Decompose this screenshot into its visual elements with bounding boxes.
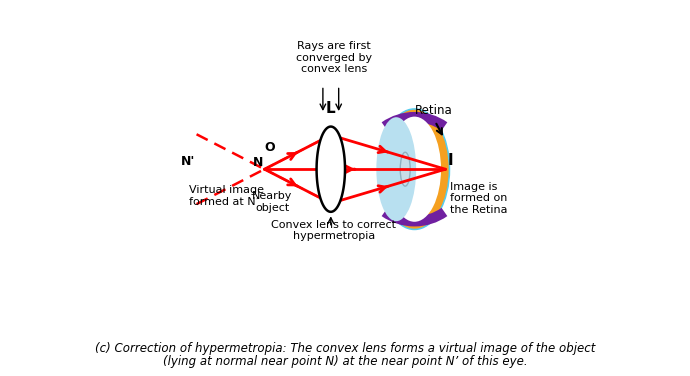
Text: Rays are first
converged by
convex lens: Rays are first converged by convex lens <box>296 41 372 74</box>
Wedge shape <box>382 112 447 130</box>
Wedge shape <box>382 208 447 226</box>
Text: L: L <box>326 100 335 115</box>
Text: Nearby
object: Nearby object <box>252 191 293 213</box>
Polygon shape <box>317 127 345 212</box>
Ellipse shape <box>376 117 416 221</box>
Text: (c) Correction of hypermetropia: The convex lens forms a virtual image of the ob: (c) Correction of hypermetropia: The con… <box>95 342 595 355</box>
Text: Convex lens to correct
hypermetropia: Convex lens to correct hypermetropia <box>271 220 397 241</box>
Text: N: N <box>253 156 263 169</box>
Text: O: O <box>264 141 275 154</box>
Ellipse shape <box>388 117 441 222</box>
Text: (lying at normal near point N) at the near point N’ of this eye.: (lying at normal near point N) at the ne… <box>163 355 527 368</box>
Text: Virtual image
formed at N’: Virtual image formed at N’ <box>188 185 264 206</box>
Text: N': N' <box>181 155 195 168</box>
Text: Image is
formed on
the Retina: Image is formed on the Retina <box>450 182 508 215</box>
Text: I: I <box>448 153 453 168</box>
Ellipse shape <box>380 109 450 229</box>
Ellipse shape <box>400 152 410 186</box>
Ellipse shape <box>381 111 448 228</box>
Text: Retina: Retina <box>415 104 453 117</box>
